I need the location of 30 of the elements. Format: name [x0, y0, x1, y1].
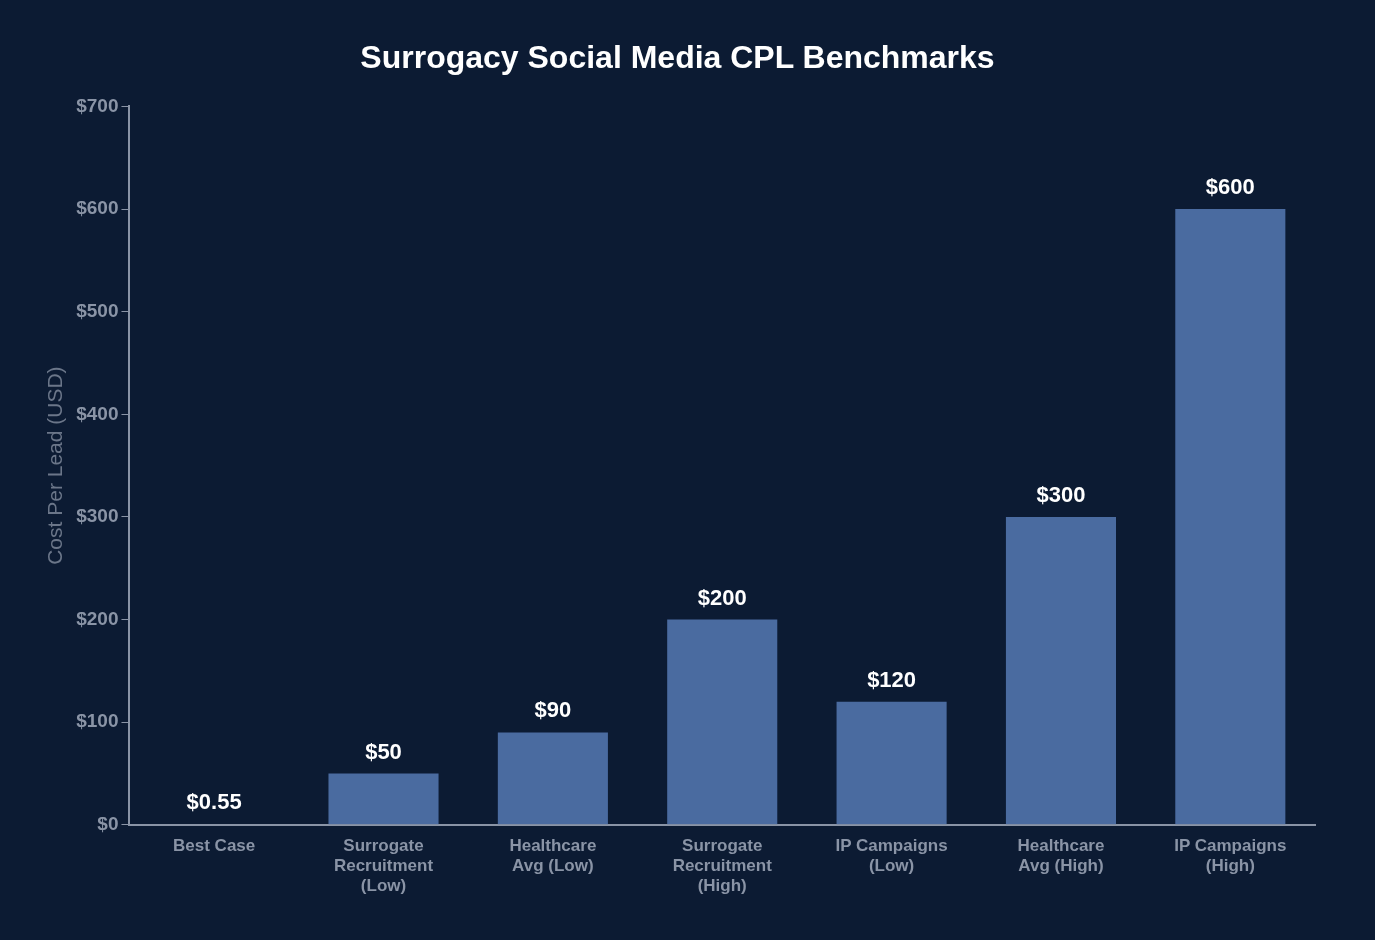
x-tick-label: Healthcare Avg (High) [1017, 835, 1105, 876]
bar [497, 732, 608, 825]
x-tick-label: IP Campaigns (Low) [835, 835, 948, 876]
y-tick-label: $0 [97, 813, 119, 835]
y-tick-label: $700 [76, 94, 119, 116]
bar [667, 619, 778, 825]
data-label: $200 [697, 584, 747, 610]
bar [1175, 209, 1286, 825]
x-tick-label: Surrogate Recruitment (Low) [333, 835, 434, 896]
data-label: $120 [867, 666, 917, 692]
chart-title: Surrogacy Social Media CPL Benchmarks [360, 39, 995, 76]
y-tick-label: $500 [76, 299, 119, 321]
y-tick-label: $100 [76, 710, 119, 732]
data-label: $0.55 [186, 789, 242, 815]
y-tick-label: $200 [76, 607, 119, 629]
bar [836, 701, 947, 825]
x-tick-label: Healthcare Avg (Low) [509, 835, 597, 876]
x-tick-label: Best Case [173, 835, 256, 855]
y-tick-label: $300 [76, 505, 119, 527]
y-axis-title: Cost Per Lead (USD) [43, 366, 67, 565]
bar [1005, 516, 1116, 825]
y-tick-label: $600 [76, 197, 119, 219]
data-label: $90 [534, 697, 572, 723]
data-label: $50 [365, 738, 402, 764]
data-label: $600 [1205, 174, 1255, 200]
y-tick-label: $400 [76, 402, 119, 424]
x-tick-label: Surrogate Recruitment (High) [672, 835, 773, 896]
data-label: $300 [1036, 481, 1086, 507]
x-tick-label: IP Campaigns (High) [1174, 835, 1287, 876]
bar [328, 773, 439, 825]
